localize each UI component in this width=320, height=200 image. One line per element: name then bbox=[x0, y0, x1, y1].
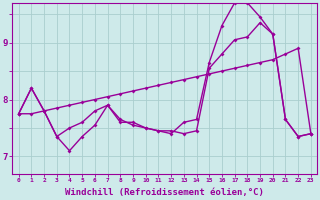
X-axis label: Windchill (Refroidissement éolien,°C): Windchill (Refroidissement éolien,°C) bbox=[65, 188, 264, 197]
